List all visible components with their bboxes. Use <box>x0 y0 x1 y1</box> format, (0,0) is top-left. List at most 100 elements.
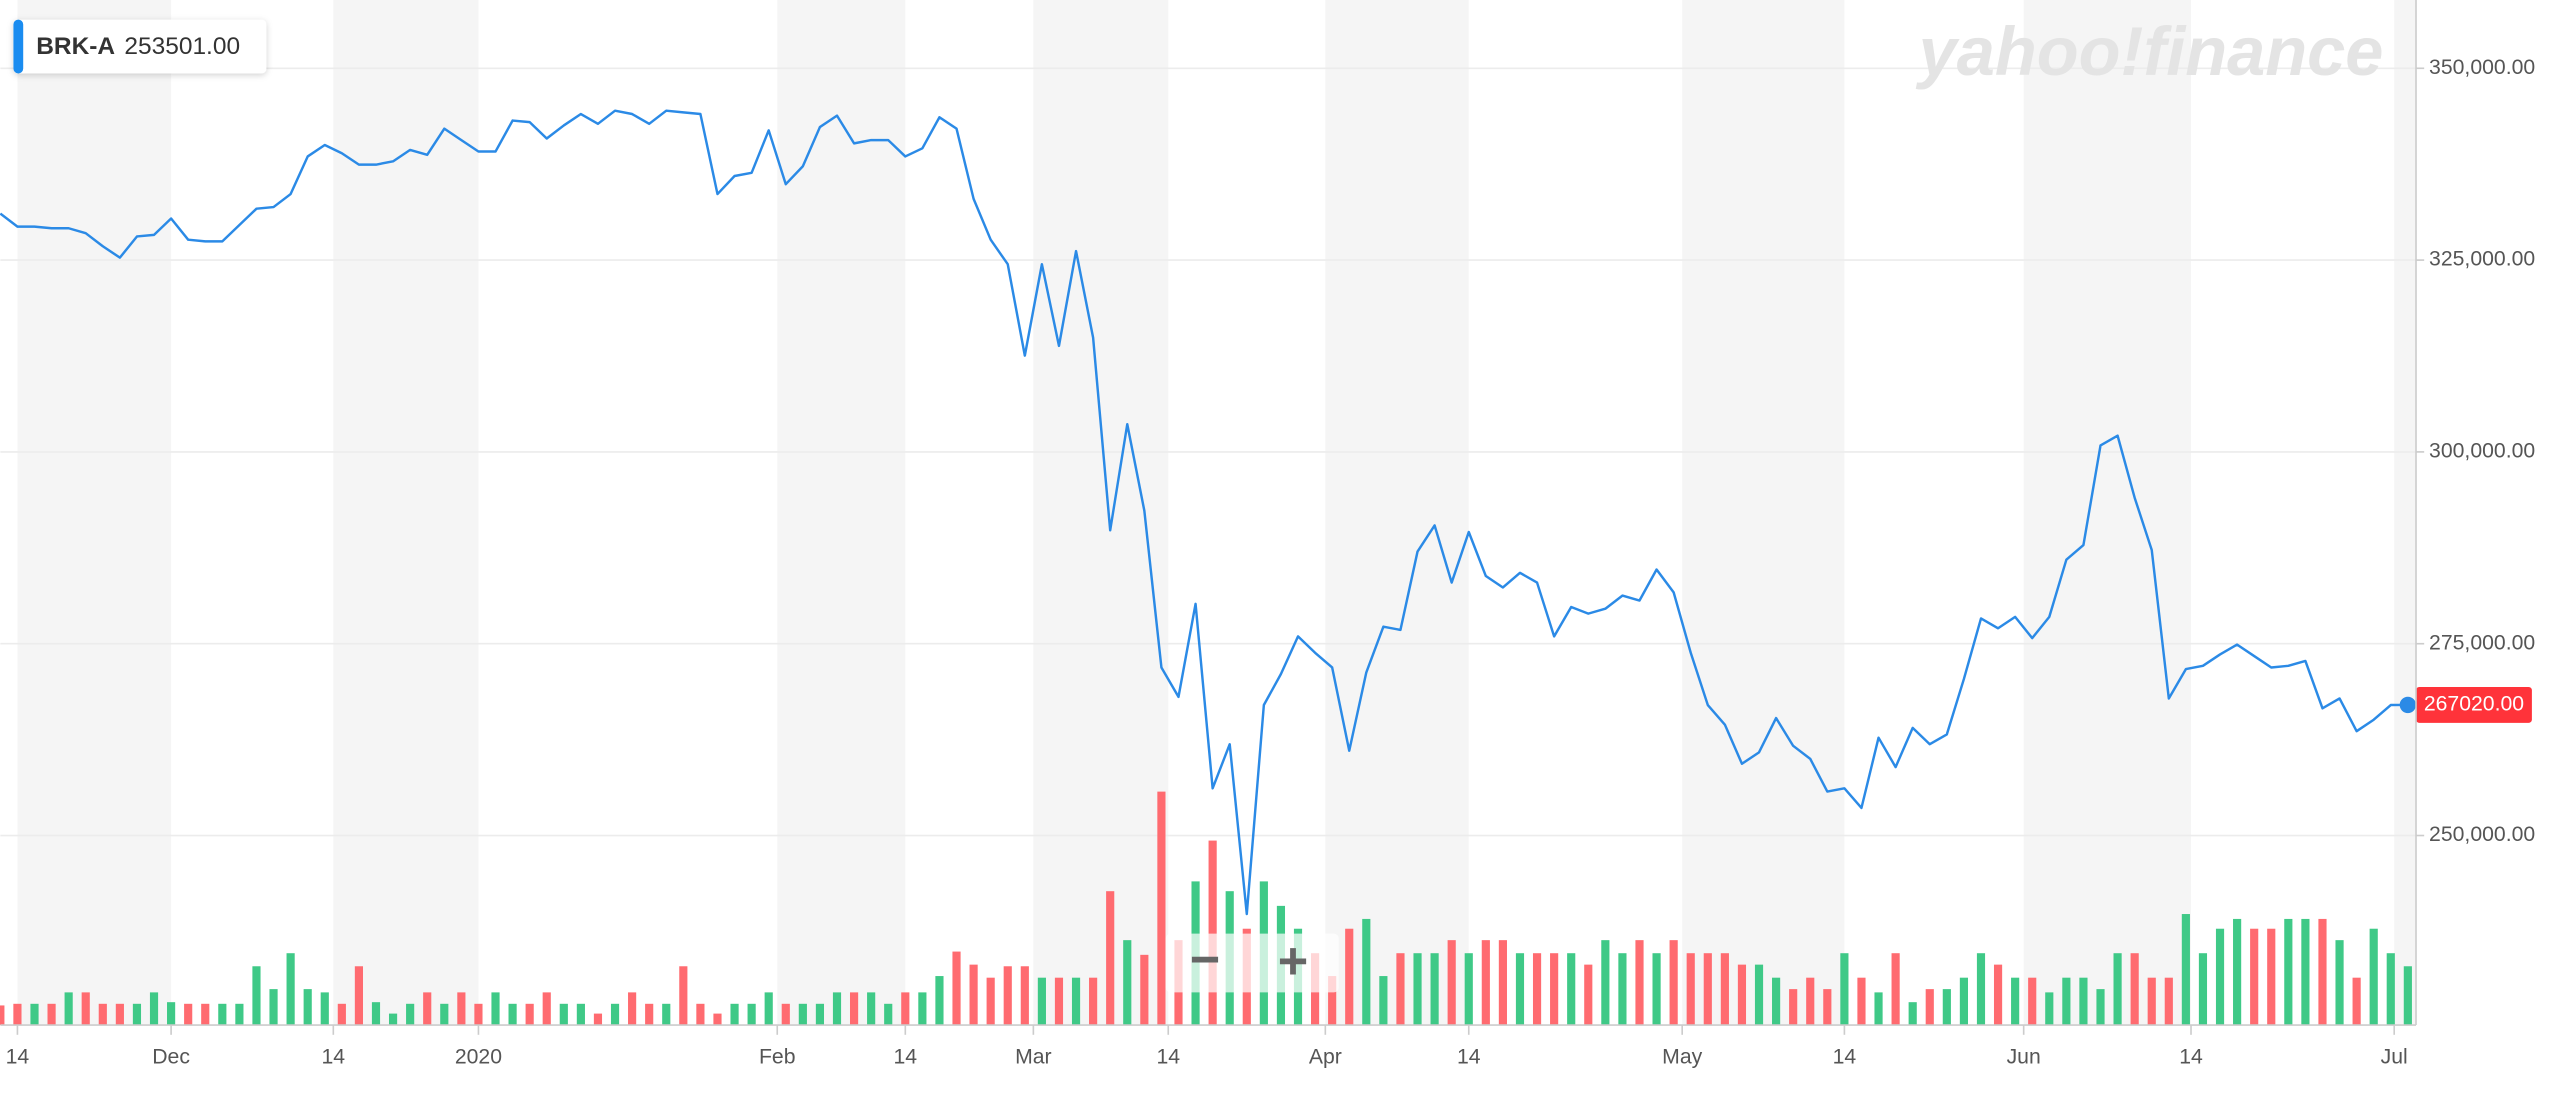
volume-bar <box>1532 953 1542 1026</box>
x-tick-label: 14 <box>1457 1045 1481 1068</box>
x-tick-label: Mar <box>1015 1045 1052 1068</box>
volume-bar <box>1413 953 1422 1026</box>
volume-bar <box>1601 940 1610 1026</box>
volume-bar <box>645 1003 654 1026</box>
x-tick-label: Jul <box>2381 1045 2408 1068</box>
volume-bar <box>132 1003 142 1026</box>
volume-bar <box>1806 977 1815 1026</box>
volume-bar <box>1020 966 1029 1026</box>
volume-bar <box>713 1013 722 1026</box>
volume-bar <box>1652 953 1661 1026</box>
volume-bar <box>0 1005 5 1026</box>
volume-bar <box>1481 940 1490 1026</box>
period-band <box>2023 0 2192 1026</box>
period-band <box>1682 0 1845 1026</box>
y-tick-label: 275,000.00 <box>2429 631 2535 654</box>
volume-bar <box>2335 940 2344 1026</box>
x-tick-label: Jun <box>2007 1045 2041 1068</box>
volume-bar <box>730 1003 739 1026</box>
volume-bar <box>2318 918 2327 1026</box>
volume-bar <box>1686 953 1695 1026</box>
volume-bar <box>337 1003 346 1026</box>
volume-bar <box>747 1003 756 1026</box>
ticker-box: BRK-A 253501.00 <box>13 19 267 74</box>
volume-bar <box>764 992 773 1026</box>
volume-bar <box>1157 791 1166 1026</box>
volume-bar <box>1396 953 1405 1026</box>
volume-bar <box>388 1013 398 1026</box>
volume-bar <box>1550 953 1559 1026</box>
volume-bar <box>2301 918 2310 1026</box>
volume-bar <box>406 1003 415 1026</box>
volume-bar <box>2369 928 2378 1026</box>
volume-bar <box>1754 964 1764 1026</box>
volume-bar <box>2147 977 2156 1026</box>
period-band <box>17 0 172 1026</box>
y-tick-label: 250,000.00 <box>2429 823 2535 846</box>
volume-bar <box>2181 914 2190 1026</box>
volume-bar <box>696 1003 705 1026</box>
volume-bar <box>354 966 363 1026</box>
x-tick-label: May <box>1662 1045 1702 1068</box>
period-band <box>1033 0 1169 1026</box>
volume-bar <box>2079 977 2088 1026</box>
x-tick-label: Apr <box>1309 1045 1342 1068</box>
volume-bar <box>1430 953 1439 1026</box>
volume-bar <box>2386 953 2395 1026</box>
volume-bar <box>2028 977 2037 1026</box>
volume-bar <box>1772 977 1781 1026</box>
volume-bar <box>2113 953 2122 1026</box>
x-tick-label: 14 <box>1833 1045 1857 1068</box>
volume-bar <box>81 992 90 1026</box>
volume-bar <box>525 1003 534 1026</box>
volume-bar <box>1567 953 1576 1026</box>
volume-bar <box>1959 977 1968 1026</box>
volume-bar <box>1720 953 1729 1026</box>
volume-bar <box>269 989 278 1026</box>
volume-bar <box>320 992 329 1026</box>
volume-bar <box>952 951 961 1026</box>
ticker-symbol: BRK-A <box>36 33 115 60</box>
volume-bar <box>508 1003 517 1026</box>
watermark: yahoo!finance <box>1916 13 2384 90</box>
volume-bar <box>2164 977 2173 1026</box>
zoom-controls: − + <box>1165 931 1339 993</box>
period-band <box>2394 0 2417 1026</box>
volume-bar <box>474 1003 483 1026</box>
volume-bar <box>1618 953 1627 1026</box>
volume-bar <box>1840 953 1849 1026</box>
y-tick-label: 325,000.00 <box>2429 248 2535 271</box>
volume-bar <box>303 989 312 1026</box>
volume-bar <box>2198 953 2208 1026</box>
volume-bar <box>1635 940 1644 1026</box>
volume-bar <box>423 992 432 1026</box>
zoom-in[interactable]: + <box>1278 932 1309 990</box>
price-line <box>0 109 2408 916</box>
volume-bar <box>1037 977 1046 1026</box>
volume-bar <box>901 992 910 1026</box>
volume-bar <box>286 953 295 1026</box>
volume-bar <box>1993 964 2003 1026</box>
volume-bar <box>815 1003 825 1026</box>
volume-bar <box>2267 928 2276 1026</box>
volume-bar <box>47 1003 56 1026</box>
volume-bar <box>1498 940 1507 1026</box>
volume-bar <box>98 1003 107 1026</box>
x-tick-label: 14 <box>894 1045 918 1068</box>
x-tick-label: 14 <box>2179 1045 2203 1068</box>
volume-bar <box>679 966 688 1026</box>
zoom-out[interactable]: − <box>1190 931 1220 989</box>
volume-bar <box>1123 940 1132 1026</box>
volume-bar <box>1737 964 1747 1026</box>
volume-bar <box>1140 954 1149 1026</box>
volume-bar <box>2045 992 2054 1026</box>
volume-bar <box>457 992 466 1026</box>
volume-bar <box>1345 928 1354 1026</box>
volume-bar <box>559 1003 568 1026</box>
volume-bar <box>1823 989 1832 1026</box>
period-band <box>333 0 479 1026</box>
x-tick-label: 14 <box>1156 1045 1180 1068</box>
volume-bar <box>1208 840 1217 1026</box>
volume-bar <box>252 966 261 1026</box>
